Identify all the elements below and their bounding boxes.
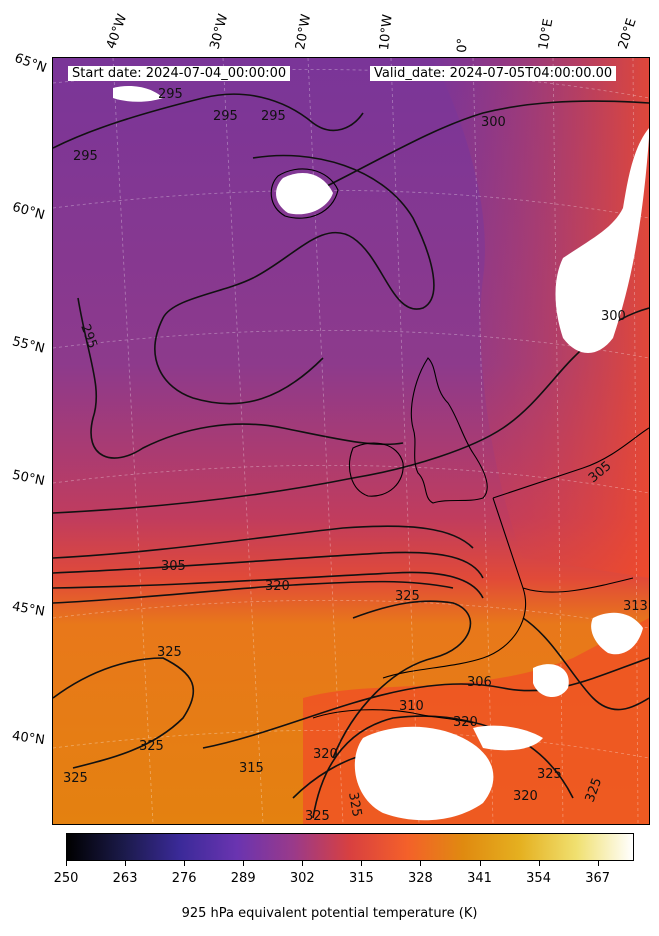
contour-label: 315	[239, 761, 264, 776]
colorbar-tick-label: 250	[53, 871, 79, 886]
mask-pyrenees-east	[473, 725, 543, 751]
coast-iceland	[270, 168, 339, 219]
colorbar-tick-mark	[125, 861, 127, 866]
contour-label: 325	[395, 589, 420, 604]
longitude-label: 10°W	[377, 13, 396, 52]
map-panel: 295 295 295 295 300 300 295 305 320 325 …	[52, 57, 650, 825]
colorbar	[66, 833, 634, 861]
colorbar-tick-mark	[302, 861, 304, 866]
colorbar-tick-label: 302	[289, 871, 315, 886]
contour-label: 295	[73, 149, 98, 164]
coastlines	[270, 168, 649, 724]
colorbar-tick-mark	[66, 861, 67, 866]
contour-label: 305	[161, 559, 186, 574]
colorbar-tick-label: 367	[585, 871, 611, 886]
contour-label: 325	[537, 767, 562, 782]
latitude-label: 45°N	[10, 599, 46, 620]
colorbar-tick-label: 263	[112, 871, 138, 886]
contour-325-west	[53, 657, 195, 769]
contour-300-north	[322, 100, 649, 189]
colorbar-tick-label: 328	[408, 871, 433, 886]
contour-label: 310	[399, 699, 424, 714]
colorbar-tick-mark	[479, 861, 481, 866]
contour-label: 320	[313, 747, 338, 762]
contour-label-group: 295 295 295 295 300 300 295 305 320 325 …	[63, 87, 648, 824]
coast-great-britain	[410, 357, 488, 504]
valid-date-label: Valid_date: 2024-07-05T04:00:00.00	[370, 66, 617, 81]
colorbar-tick-mark	[361, 861, 363, 866]
coast-iberia-north	[312, 709, 474, 724]
start-date-label: Start date: 2024-07-04_00:00:00	[68, 66, 291, 81]
colorbar-tick-label: 276	[171, 871, 197, 886]
longitude-label: 20°E	[615, 16, 640, 51]
colorbar-tick-label: 354	[526, 871, 551, 886]
colorbar-tick-mark	[184, 861, 186, 866]
colorbar-tick-mark	[420, 861, 422, 866]
mask-balkans	[591, 612, 643, 655]
contour-315	[202, 657, 649, 749]
colorbar-title: 925 hPa equivalent potential temperature…	[181, 906, 478, 921]
colorbar-tick-mark	[243, 861, 245, 866]
latitude-label: 60°N	[10, 199, 47, 224]
contour-295-north	[53, 93, 364, 149]
contour-305	[53, 525, 474, 559]
mask-alps	[533, 664, 569, 698]
longitude-label: 20°W	[293, 13, 315, 52]
contour-label: 325	[139, 739, 164, 754]
colorbar-tick-mark	[597, 861, 599, 866]
contour-310-a	[53, 551, 484, 579]
longitude-label: 10°E	[536, 17, 557, 52]
longitude-label: 0°	[455, 37, 471, 53]
isotherm-contours	[53, 93, 649, 819]
longitude-label: 30°W	[207, 12, 232, 51]
contour-label: 320	[453, 715, 478, 730]
contour-295-west	[77, 297, 404, 459]
colorbar-tick-label: 341	[467, 871, 492, 886]
contour-label: 295	[261, 109, 286, 124]
map-canvas: 295 295 295 295 300 300 295 305 320 325 …	[53, 58, 649, 824]
contour-label: 300	[601, 309, 626, 324]
contour-300-mid	[53, 307, 649, 514]
mask-scandinavia	[555, 128, 649, 353]
latitude-label: 50°N	[10, 467, 46, 490]
mask-greenland-tip	[113, 86, 163, 102]
coast-europe	[382, 427, 649, 679]
contour-label: 306	[467, 675, 492, 690]
colorbar-tick-label: 289	[230, 871, 256, 886]
mask-iceland	[276, 173, 333, 215]
latitude-label: 65°N	[12, 50, 49, 77]
contour-310-b	[53, 571, 484, 599]
longitude-label: 40°W	[103, 12, 131, 51]
latitude-label: 55°N	[10, 334, 47, 357]
contour-320-med	[312, 715, 574, 819]
mask-iberia	[354, 726, 494, 821]
contour-east	[522, 617, 649, 711]
contour-label: 325	[305, 809, 330, 824]
contour-label: 300	[481, 115, 506, 130]
land-masks	[113, 86, 649, 821]
coast-ireland	[349, 442, 404, 497]
contour-label: 325	[345, 791, 364, 818]
contour-label: 325	[63, 771, 88, 786]
contour-label: 320	[513, 789, 538, 804]
warm-region-northeast	[433, 58, 649, 578]
contour-label: 320	[265, 579, 290, 594]
contour-320	[53, 580, 454, 604]
colorbar-tick-mark	[538, 861, 540, 866]
colorbar-tick-label: 315	[348, 871, 374, 886]
contour-label: 325	[157, 645, 182, 660]
contour-label: 295	[213, 109, 238, 124]
contour-label: 295	[158, 87, 183, 102]
contour-label: 313	[623, 599, 648, 614]
contour-295-loop	[154, 154, 435, 405]
latitude-label: 40°N	[11, 728, 46, 749]
